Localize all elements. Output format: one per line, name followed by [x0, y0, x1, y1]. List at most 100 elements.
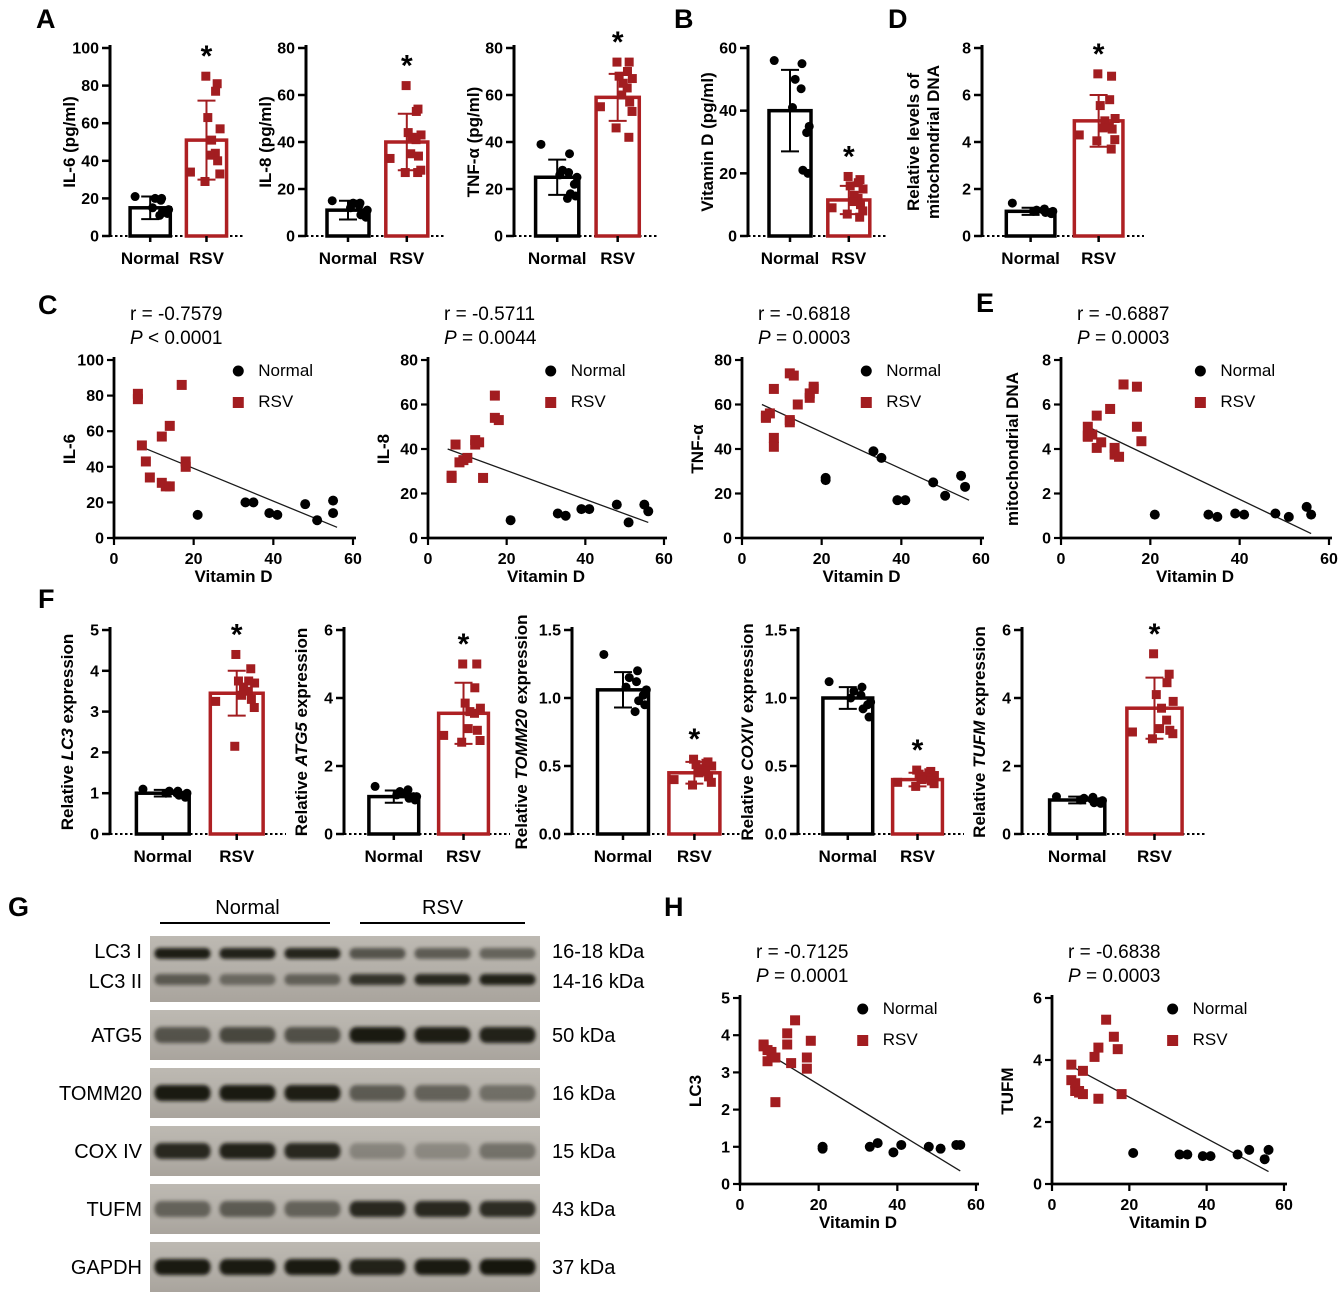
svg-text:1: 1 [721, 1139, 730, 1156]
normal-data-points [1128, 1144, 1274, 1165]
svg-text:TOMM20: TOMM20 [59, 1083, 142, 1105]
svg-text:Vitamin D: Vitamin D [822, 567, 900, 586]
svg-text:Normal: Normal [528, 249, 587, 268]
svg-text:Relative COXIV expression: Relative COXIV expression [738, 623, 757, 840]
svg-text:RSV: RSV [677, 847, 713, 866]
svg-text:6: 6 [324, 623, 333, 640]
svg-text:r = -0.7579: r = -0.7579 [130, 304, 222, 325]
svg-text:*: * [689, 723, 701, 756]
rsv-data-points [1074, 69, 1120, 154]
svg-text:Normal: Normal [1220, 361, 1275, 380]
svg-text:20: 20 [810, 1197, 828, 1214]
svg-text:3: 3 [90, 704, 99, 721]
lc3-vitd-scatter: r = -0.7125 P = 0.0001 0 1 2 3 4 5 0 20 40 60 Vitami… [686, 938, 988, 1238]
panel-g-label: G [8, 892, 30, 922]
svg-text:TNF-α: TNF-α [688, 424, 707, 474]
svg-text:80: 80 [714, 353, 732, 370]
svg-text:2: 2 [1042, 486, 1051, 503]
normal-data-points [130, 192, 174, 220]
svg-text:2: 2 [90, 745, 99, 762]
svg-text:1.5: 1.5 [765, 623, 787, 640]
svg-text:8: 8 [1042, 353, 1051, 370]
svg-text:2: 2 [721, 1102, 730, 1119]
svg-text:80: 80 [485, 41, 503, 58]
normal-data-points [505, 499, 654, 528]
svg-text:Normal: Normal [365, 847, 424, 866]
rsv-data-points [446, 390, 504, 483]
svg-text:0: 0 [110, 551, 119, 568]
svg-text:*: * [201, 40, 213, 73]
svg-text:r = -0.6818: r = -0.6818 [758, 304, 850, 325]
svg-text:20: 20 [86, 495, 104, 512]
legend: Normal RSV [1194, 361, 1275, 411]
western-blot-svg: Normal RSV LC3 I LC3 II 16-18 kDa 14-16 kDa AT… [59, 897, 645, 1292]
svg-text:Relative levels of: Relative levels of [904, 73, 923, 211]
svg-text:RSV: RSV [1081, 249, 1117, 268]
svg-text:20: 20 [81, 191, 99, 208]
svg-text:40: 40 [576, 551, 594, 568]
rsv-data-points [595, 57, 637, 142]
svg-text:Relative LC3 expression: Relative LC3 expression [58, 634, 77, 831]
svg-text:4: 4 [90, 663, 99, 680]
svg-text:Normal: Normal [819, 847, 878, 866]
A_il6-svg: 0 20 40 60 80 100 IL-6 (pg/ml) Normal RSV * [60, 40, 244, 268]
svg-text:20: 20 [185, 551, 203, 568]
rsv-data-points [132, 379, 191, 492]
svg-text:0: 0 [1057, 551, 1066, 568]
svg-text:2: 2 [1002, 759, 1011, 776]
svg-text:6: 6 [1002, 623, 1011, 640]
svg-text:4: 4 [962, 135, 971, 152]
svg-text:RSV: RSV [1220, 392, 1256, 411]
svg-text:RSV: RSV [446, 847, 482, 866]
svg-text:60: 60 [972, 551, 990, 568]
svg-text:Normal: Normal [571, 361, 626, 380]
svg-text:0.0: 0.0 [765, 827, 787, 844]
svg-text:43 kDa: 43 kDa [552, 1199, 616, 1221]
legend: Normal RSV [1167, 999, 1247, 1049]
svg-text:6: 6 [962, 88, 971, 105]
svg-text:0: 0 [962, 229, 971, 246]
svg-text:40: 40 [86, 459, 104, 476]
F_tufm-svg: 0 2 4 6 Relative TUFM expression Normal RSV * [970, 618, 1206, 866]
svg-text:40: 40 [714, 442, 732, 459]
svg-text:60: 60 [967, 1197, 985, 1214]
svg-text:RSV: RSV [571, 392, 607, 411]
C_tnf-svg: r = -0.6818 P = 0.0003 0 20 40 60 80 0 20 40 60 Vit… [688, 304, 990, 586]
svg-text:P = 0.0001: P = 0.0001 [756, 966, 848, 987]
rsv-data-points [385, 81, 426, 178]
svg-text:100: 100 [77, 353, 104, 370]
svg-text:20: 20 [813, 551, 831, 568]
svg-text:TNF-α (pg/ml): TNF-α (pg/ml) [464, 87, 483, 198]
svg-text:1: 1 [90, 786, 99, 803]
normal-data-points [820, 446, 971, 506]
panel-c-label: C [38, 290, 58, 320]
svg-text:RSV: RSV [900, 847, 936, 866]
svg-text:4: 4 [1042, 442, 1051, 459]
rsv-data-points [758, 1015, 816, 1108]
rsv-data-points [669, 754, 717, 790]
svg-text:RSV: RSV [600, 249, 636, 268]
normal-data-points [824, 677, 876, 722]
svg-text:60: 60 [86, 424, 104, 441]
panel-b-label: B [674, 4, 694, 34]
normal-data-points [1051, 792, 1107, 808]
svg-text:4: 4 [721, 1028, 730, 1045]
svg-text:20: 20 [498, 551, 516, 568]
normal-data-points [192, 495, 339, 526]
C_il6-svg: r = -0.7579 P < 0.0001 0 20 40 60 80 100 0 20 40 60… [60, 304, 362, 586]
normal-data-points [599, 649, 651, 717]
normal-data-points [138, 784, 192, 802]
svg-text:6: 6 [1033, 991, 1042, 1008]
svg-text:20: 20 [714, 486, 732, 503]
svg-text:40: 40 [485, 135, 503, 152]
D_mito-svg: 0 2 4 6 8 Relative levels of mitochondrial DNA… [904, 38, 1144, 268]
svg-text:60: 60 [485, 88, 503, 105]
svg-text:Relative TUFM expression: Relative TUFM expression [970, 626, 989, 838]
atg5-expression-bar-chart: 0 2 4 6 Relative ATG5 expression Normal RSV * [290, 606, 516, 880]
mito-dna-bar-chart: 0 2 4 6 8 Relative levels of mitochondrial DNA… [904, 24, 1150, 282]
il6-vitd-scatter: r = -0.7579 P < 0.0001 0 20 40 60 80 100 0 20 40 60… [60, 300, 365, 592]
svg-text:60: 60 [400, 397, 418, 414]
rsv-data-points [1127, 649, 1178, 744]
tnf-vitd-scatter: r = -0.6818 P = 0.0003 0 20 40 60 80 0 20 40 60 Vit… [688, 300, 993, 592]
